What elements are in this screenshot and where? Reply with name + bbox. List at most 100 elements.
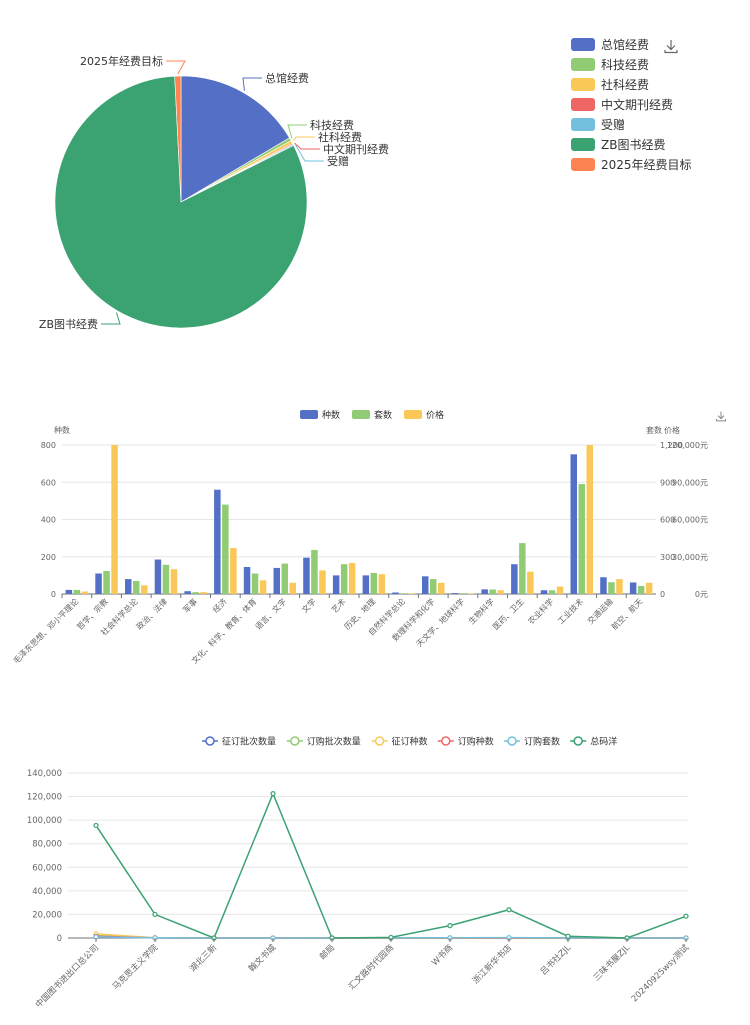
bar-价格[interactable] bbox=[170, 569, 178, 594]
pie-legend-item[interactable]: 2025年经费目标 bbox=[571, 154, 692, 174]
bar-价格[interactable] bbox=[81, 591, 89, 594]
bar-价格[interactable] bbox=[408, 593, 415, 594]
bar-套数[interactable] bbox=[251, 573, 259, 594]
right-tick-label-1: 1,200 bbox=[660, 441, 683, 450]
x-tick-label: 马克思主义学院 bbox=[110, 942, 160, 992]
bar-价格[interactable] bbox=[319, 570, 326, 594]
bar-价格[interactable] bbox=[616, 579, 623, 594]
bar-套数[interactable] bbox=[103, 571, 110, 594]
bar-种数[interactable] bbox=[600, 577, 607, 594]
x-tick-label: 吕书社ZJL bbox=[538, 942, 573, 977]
bar-种数[interactable] bbox=[511, 564, 518, 594]
legend-label: 种数 bbox=[322, 409, 340, 421]
line-legend-item[interactable]: 订购套数 bbox=[504, 736, 560, 748]
bar-价格[interactable] bbox=[586, 445, 594, 594]
bar-种数[interactable] bbox=[451, 593, 459, 594]
bar-套数[interactable] bbox=[73, 589, 81, 594]
pie-legend-item[interactable]: 受赠 bbox=[571, 114, 692, 134]
x-tick-label: 语言、文字 bbox=[253, 596, 288, 631]
bar-种数[interactable] bbox=[214, 489, 221, 594]
line-point[interactable] bbox=[270, 791, 276, 797]
line-point[interactable] bbox=[683, 913, 689, 919]
right-tick-label-2: 0元 bbox=[695, 590, 708, 599]
bar-legend-item[interactable]: 价格 bbox=[404, 409, 444, 421]
bar-价格[interactable] bbox=[645, 582, 653, 594]
bar-种数[interactable] bbox=[392, 592, 399, 594]
pie-legend-item[interactable]: 中文期刊经费 bbox=[571, 94, 692, 114]
bar-价格[interactable] bbox=[200, 592, 207, 594]
bar-套数[interactable] bbox=[222, 504, 229, 594]
bar-种数[interactable] bbox=[362, 575, 370, 594]
download-icon-bar[interactable] bbox=[715, 410, 727, 422]
bar-种数[interactable] bbox=[65, 589, 73, 594]
line-point[interactable] bbox=[506, 907, 512, 913]
bar-价格[interactable] bbox=[497, 590, 504, 594]
bar-价格[interactable] bbox=[467, 593, 475, 594]
bar-套数[interactable] bbox=[311, 549, 318, 594]
bar-价格[interactable] bbox=[289, 582, 297, 594]
bar-价格[interactable] bbox=[111, 445, 118, 594]
line-legend-item[interactable]: 订购批次数量 bbox=[286, 736, 361, 748]
bar-套数[interactable] bbox=[489, 589, 496, 594]
bar-套数[interactable] bbox=[400, 593, 407, 594]
bar-种数[interactable] bbox=[184, 591, 191, 594]
bar-价格[interactable] bbox=[141, 585, 148, 594]
bar-套数[interactable] bbox=[340, 564, 348, 594]
pie-legend-item[interactable]: 社科经费 bbox=[571, 74, 692, 94]
pie-slice-6[interactable] bbox=[174, 75, 182, 203]
line-legend-item[interactable]: 征订种数 bbox=[371, 736, 428, 748]
bar-价格[interactable] bbox=[438, 582, 445, 594]
legend-swatch bbox=[571, 117, 595, 131]
pie-slice-5[interactable] bbox=[54, 75, 308, 329]
bar-种数[interactable] bbox=[422, 576, 429, 594]
pie-legend-item[interactable]: ZB图书经费 bbox=[571, 134, 692, 154]
bar-种数[interactable] bbox=[273, 567, 281, 594]
bar-种数[interactable] bbox=[303, 557, 310, 594]
bar-种数[interactable] bbox=[154, 559, 162, 594]
bar-套数[interactable] bbox=[459, 593, 467, 594]
bar-种数[interactable] bbox=[481, 589, 488, 594]
bar-价格[interactable] bbox=[527, 571, 534, 594]
bar-套数[interactable] bbox=[162, 564, 170, 594]
bar-套数[interactable] bbox=[370, 572, 378, 594]
x-tick-label: 经济 bbox=[210, 596, 228, 614]
bar-价格[interactable] bbox=[230, 548, 237, 594]
bar-价格[interactable] bbox=[259, 580, 267, 594]
line-legend-item[interactable]: 总码洋 bbox=[570, 736, 617, 748]
bar-种数[interactable] bbox=[95, 573, 102, 594]
legend-symbol bbox=[507, 736, 517, 746]
bar-legend-item[interactable]: 种数 bbox=[300, 409, 340, 421]
bar-种数[interactable] bbox=[125, 579, 132, 594]
bar-种数[interactable] bbox=[243, 566, 251, 594]
bar-价格[interactable] bbox=[348, 562, 356, 594]
bar-种数[interactable] bbox=[540, 590, 548, 594]
bar-种数[interactable] bbox=[629, 582, 637, 594]
bar-种数[interactable] bbox=[570, 454, 578, 594]
line-point[interactable] bbox=[152, 911, 158, 918]
bar-套数[interactable] bbox=[430, 579, 437, 594]
right-tick-label-1: 300 bbox=[660, 553, 675, 562]
bar-legend-item[interactable]: 套数 bbox=[352, 409, 392, 421]
line-legend-item[interactable]: 订购种数 bbox=[437, 736, 494, 748]
bar-套数[interactable] bbox=[519, 543, 526, 594]
pie-slice-0[interactable] bbox=[180, 75, 290, 203]
bar-套数[interactable] bbox=[548, 590, 556, 594]
bar-套数[interactable] bbox=[578, 484, 586, 594]
bar-套数[interactable] bbox=[281, 563, 289, 594]
pie-legend-item[interactable]: 科技经费 bbox=[571, 54, 692, 74]
pie-legend-item[interactable]: 总馆经费 bbox=[571, 34, 692, 54]
download-icon[interactable] bbox=[663, 38, 679, 54]
bar-套数[interactable] bbox=[192, 592, 199, 594]
line-point[interactable] bbox=[565, 933, 571, 939]
bar-价格[interactable] bbox=[378, 574, 386, 594]
bar-价格[interactable] bbox=[556, 586, 564, 594]
y-tick-label: 140,000 bbox=[27, 769, 62, 779]
bar-套数[interactable] bbox=[637, 585, 645, 594]
bar-套数[interactable] bbox=[133, 580, 140, 594]
bar-套数[interactable] bbox=[608, 582, 615, 594]
line-legend-item[interactable]: 征订批次数量 bbox=[202, 736, 276, 748]
x-tick-label: 中国图书进出口总公司 bbox=[33, 942, 101, 1010]
bar-种数[interactable] bbox=[332, 575, 340, 594]
line-point[interactable] bbox=[447, 923, 453, 929]
line-point[interactable] bbox=[93, 822, 99, 829]
